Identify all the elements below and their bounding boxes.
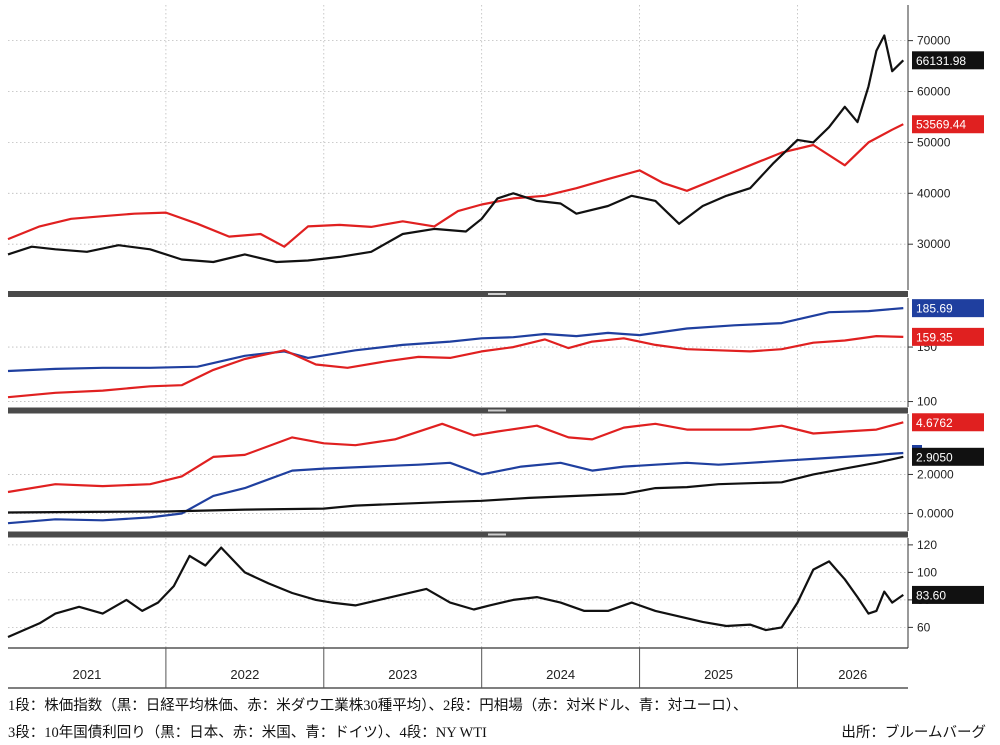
- series-line-red: [7, 335, 904, 399]
- source-note: 出所：ブルームバーグ: [841, 725, 986, 741]
- badge-layer: 53569.44 66131.98 185.69 159.35 4.6762 2.9050…: [912, 51, 984, 604]
- series-line-red: [7, 123, 904, 248]
- y-tick-label: 50000: [917, 135, 951, 149]
- panel-separator: [8, 531, 908, 538]
- grid-layer: [8, 5, 908, 648]
- x-year-label: 2026: [838, 667, 867, 682]
- caption-line-2: 3段：10年国債利回り（黒：日本、赤：米国、青：ドイツ）、4段：NY WTI: [8, 725, 487, 741]
- x-year-label: 2025: [704, 667, 733, 682]
- x-year-label: 2022: [230, 667, 259, 682]
- series-line-black: [7, 34, 905, 264]
- y-tick-label: 60000: [917, 85, 951, 99]
- y-tick-label: 120: [917, 538, 937, 552]
- last-value-label: 4.6762: [916, 416, 953, 430]
- x-year-label: 2023: [388, 667, 417, 682]
- last-value-badge: [912, 585, 984, 604]
- y-tick-label: 100: [917, 395, 937, 409]
- y-tick-label: 40000: [917, 186, 951, 200]
- y-tick-label: 30000: [917, 237, 951, 251]
- series-line-blue: [7, 307, 904, 373]
- panel-frames: [8, 5, 909, 648]
- y-tick-label: 60: [917, 620, 931, 634]
- series-line-black: [7, 546, 904, 639]
- last-value-label: 159.35: [916, 330, 953, 344]
- separator-grip: [488, 293, 506, 295]
- separator-grip: [488, 409, 506, 412]
- x-year-label: 2021: [72, 667, 101, 682]
- y-tick-label: 100: [917, 565, 937, 579]
- last-value-badge: [912, 327, 984, 346]
- caption-line-1: 1段：株価指数（黒：日経平均株価、赤：米ダウ工業株30種平均）、2段：円相場（赤…: [8, 698, 748, 714]
- last-value-label: 83.60: [916, 588, 946, 602]
- last-value-badge: [912, 447, 984, 466]
- y-tick-label: 0.0000: [917, 506, 954, 520]
- last-value-badge: [912, 299, 984, 318]
- series-line-black: [7, 455, 904, 514]
- last-value-label: 53569.44: [916, 118, 966, 132]
- last-value-badge: [912, 115, 984, 134]
- last-value-label: 2.9050: [916, 450, 953, 464]
- last-value-badge: [912, 51, 984, 70]
- x-axis: 2021 2022 2023 2024 2025 2026: [8, 647, 908, 689]
- y-tick-label: 2.0000: [917, 467, 954, 481]
- x-year-label: 2024: [546, 667, 575, 682]
- last-value-badge: [912, 413, 984, 432]
- panel-separator: [8, 291, 908, 297]
- series-layer: [7, 34, 905, 639]
- last-value-label: 185.69: [916, 302, 953, 316]
- series-line-red: [7, 421, 904, 494]
- last-value-label: 66131.98: [916, 54, 966, 68]
- y-tick-label: 70000: [917, 34, 951, 48]
- separator-grip: [488, 533, 506, 536]
- panel-separator: [8, 407, 908, 414]
- multi-panel-chart: 30000400005000060000700001001500.00002.0…: [7, 5, 984, 689]
